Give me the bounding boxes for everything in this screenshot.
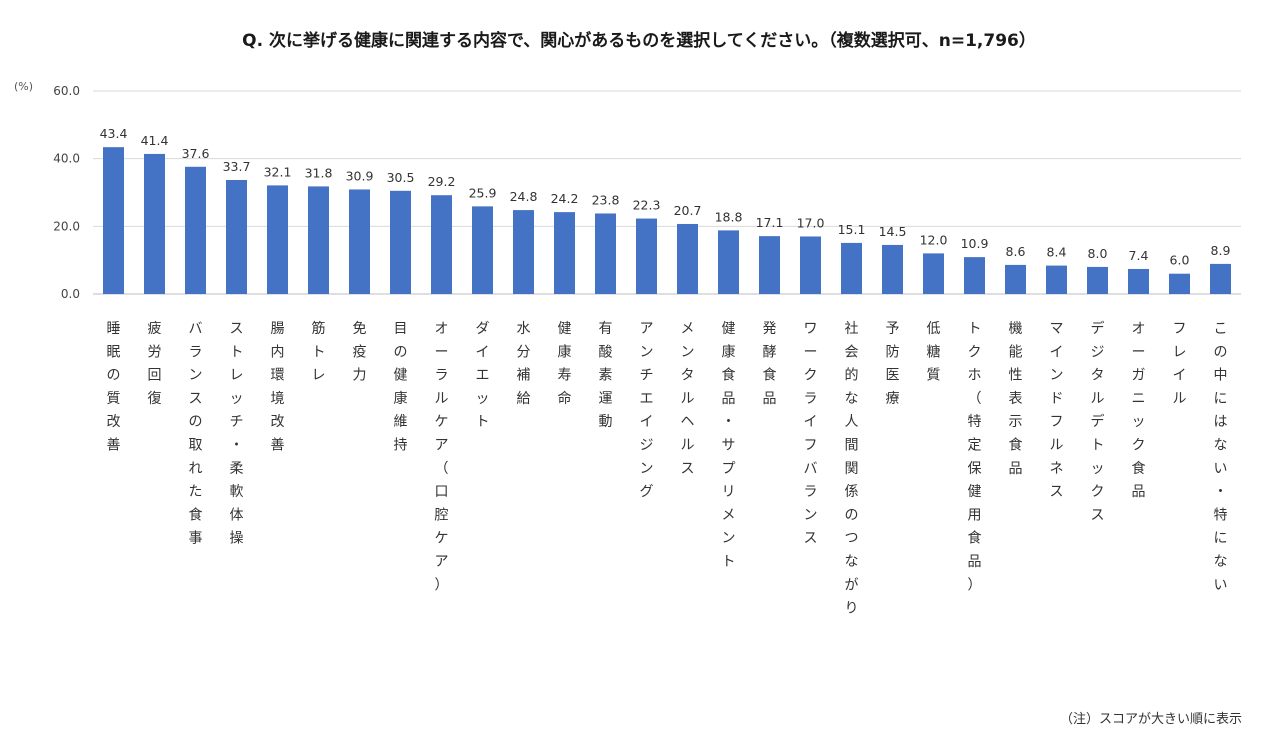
category-label: メンタルヘルス: [681, 321, 695, 477]
category-label: ダイエット: [476, 321, 490, 430]
bar: [513, 210, 534, 294]
bar: [144, 153, 165, 294]
data-label: 15.1: [838, 222, 866, 237]
category-label: 睡眠の質改善: [107, 321, 121, 454]
y-tick-label: 0.0: [61, 287, 80, 301]
data-label: 22.3: [633, 198, 661, 213]
data-label: 33.7: [223, 159, 251, 174]
bar: [1210, 263, 1231, 294]
bar: [185, 166, 206, 294]
data-label: 10.9: [961, 236, 989, 251]
category-label: 発酵食品: [763, 321, 777, 407]
bar: [472, 206, 493, 294]
category-label: 予防医療: [886, 321, 900, 407]
category-label: 免疫力: [353, 321, 367, 384]
category-label: 疲労回復: [148, 320, 162, 407]
data-label: 12.0: [920, 232, 948, 247]
category-label: 腸内環境改善: [271, 321, 285, 454]
data-label: 37.6: [182, 146, 210, 161]
category-label: 目の健康維持: [394, 321, 408, 454]
category-label: 低糖質: [927, 321, 941, 384]
data-label: 43.4: [100, 126, 128, 141]
category-label: 機能性表示食品: [1009, 321, 1023, 477]
bar: [431, 195, 452, 294]
bar: [349, 189, 370, 294]
data-label: 20.7: [674, 203, 702, 218]
y-tick-label: 60.0: [53, 84, 80, 98]
bar: [390, 190, 411, 294]
data-label: 25.9: [469, 185, 497, 200]
sort-note: （注）スコアが大きい順に表示: [1059, 712, 1242, 727]
category-label: オーラルケア（口腔ケア）: [435, 321, 449, 593]
data-label: 18.8: [715, 209, 743, 224]
data-label: 24.8: [510, 189, 538, 204]
data-label: 31.8: [305, 165, 333, 180]
bar: [964, 257, 985, 294]
data-label: 8.6: [1006, 244, 1026, 259]
bar: [1128, 268, 1149, 294]
data-label: 8.0: [1088, 246, 1108, 261]
bar: [1169, 273, 1190, 294]
category-label: ワークライフバランス: [804, 321, 818, 547]
category-label: 水分補給: [517, 321, 531, 407]
category-label: アンチエイジング: [640, 321, 654, 500]
category-label: バランスの取れた食事: [189, 321, 203, 547]
category-label: 筋トレ: [312, 320, 326, 384]
bar: [841, 242, 862, 294]
data-label: 23.8: [592, 192, 620, 207]
data-label: 8.9: [1211, 243, 1231, 258]
bar: [103, 147, 124, 294]
bar: [554, 212, 575, 294]
data-label: 17.0: [797, 215, 825, 230]
bar: [800, 236, 821, 294]
bar: [267, 185, 288, 294]
category-label: トクホ（特定保健用食品）: [968, 321, 982, 593]
bar: [636, 218, 657, 294]
bar: [677, 223, 698, 294]
category-label: 有酸素運動: [599, 321, 613, 430]
data-label: 6.0: [1170, 253, 1190, 268]
data-label: 24.2: [551, 191, 579, 206]
data-label: 32.1: [264, 164, 292, 179]
bar: [226, 179, 247, 294]
data-label: 29.2: [428, 174, 456, 189]
data-label: 30.5: [387, 170, 415, 185]
category-label: 健康食品・サプリメント: [722, 321, 736, 570]
bar: [1005, 264, 1026, 294]
category-label: 社会的な人間関係のつながり: [845, 321, 859, 617]
category-label: マインドフルネス: [1050, 321, 1064, 500]
data-label: 14.5: [879, 224, 907, 239]
category-label: デジタルデトックス: [1091, 320, 1105, 523]
bar: [1087, 266, 1108, 294]
category-label: ストレッチ・柔軟体操: [230, 321, 244, 547]
bar: [882, 244, 903, 294]
data-label: 17.1: [756, 215, 784, 230]
data-label: 30.9: [346, 168, 374, 183]
y-unit-label: (%): [14, 80, 33, 93]
data-label: 41.4: [141, 133, 169, 148]
bar: [718, 230, 739, 294]
category-label: フレイル: [1173, 321, 1187, 407]
y-tick-label: 40.0: [53, 152, 80, 166]
bar: [1046, 265, 1067, 294]
bar: [595, 213, 616, 294]
category-label: この中にはない・特にない: [1214, 321, 1228, 593]
bar: [759, 236, 780, 294]
category-label: オーガニック食品: [1132, 321, 1146, 500]
chart-title: Q. 次に挙げる健康に関連する内容で、関心があるものを選択してください。（複数選…: [242, 31, 1036, 51]
data-label: 8.4: [1047, 245, 1067, 260]
bar: [923, 253, 944, 294]
bar-chart: (%) 60.0 40.0 20.0 0.0 43.4 睡眠の質改善 41.4 疲労回復 37.6…: [14, 80, 1241, 617]
category-label: 健康寿命: [558, 321, 572, 407]
data-label: 7.4: [1129, 248, 1149, 263]
bar: [308, 186, 329, 294]
y-tick-label: 20.0: [53, 219, 80, 233]
